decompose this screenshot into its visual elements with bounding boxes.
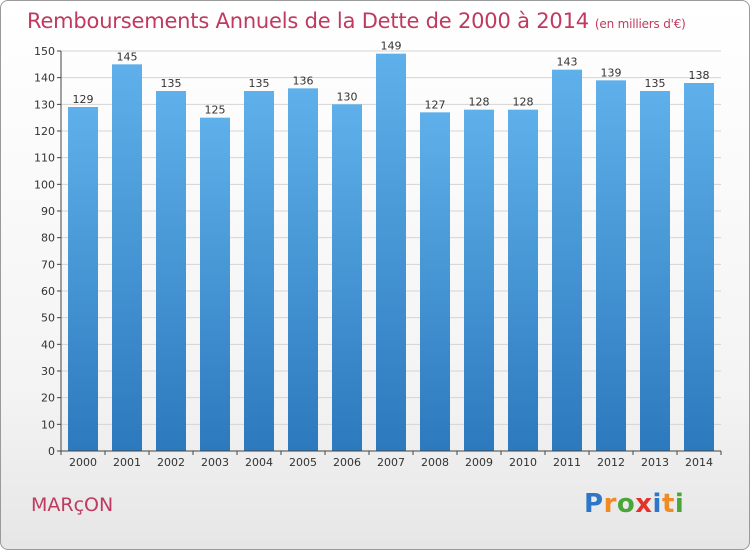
- x-tick-label-2011: 2011: [553, 456, 581, 469]
- y-tick-label: 130: [34, 98, 55, 111]
- x-tick-label-2001: 2001: [113, 456, 141, 469]
- bar-2005: [288, 88, 318, 451]
- data-label-2012: 139: [601, 66, 622, 79]
- bar-2007: [376, 53, 406, 452]
- x-tick-label-2010: 2010: [509, 456, 537, 469]
- data-label-2002: 135: [161, 77, 182, 90]
- x-tick-label-2006: 2006: [333, 456, 361, 469]
- chart-title: Remboursements Annuels de la Dette de 20…: [27, 9, 686, 33]
- y-tick-label: 30: [41, 365, 55, 378]
- y-tick-label: 20: [41, 392, 55, 405]
- y-tick-label: 100: [34, 178, 55, 191]
- y-tick-label: 150: [34, 45, 55, 58]
- bar-2002: [156, 91, 186, 451]
- data-label-2005: 136: [293, 74, 314, 87]
- axes: 0 10 20 30 40 50 60 70 80 90 100 110 120 130 140 150 200…: [34, 45, 722, 469]
- bar-2001: [112, 64, 142, 452]
- data-label-2007: 149: [381, 40, 402, 53]
- bar-2006: [332, 104, 362, 451]
- logo-letter: r: [603, 489, 617, 519]
- x-tick-label-2004: 2004: [245, 456, 273, 469]
- y-tick-label: 120: [34, 125, 55, 138]
- bar-2011: [552, 69, 582, 452]
- x-tick-label-2003: 2003: [201, 456, 229, 469]
- chart-title-text: Remboursements Annuels de la Dette de 20…: [27, 9, 589, 33]
- x-tick-label-2013: 2013: [641, 456, 669, 469]
- bar-2014: [684, 83, 714, 451]
- data-label-2008: 127: [425, 98, 446, 111]
- bar-2008: [420, 112, 450, 451]
- bar-2004: [244, 91, 274, 451]
- x-tick-label-2000: 2000: [69, 456, 97, 469]
- y-tick-label: 40: [41, 338, 55, 351]
- x-tick-label-2014: 2014: [685, 456, 713, 469]
- data-label-2011: 143: [557, 56, 578, 69]
- bars: 129 145 135 125 135 136 130 149 127 128 128 143 139 1…: [68, 40, 714, 452]
- x-tick-label-2007: 2007: [377, 456, 405, 469]
- data-label-2010: 128: [513, 96, 534, 109]
- y-tick-label: 90: [41, 205, 55, 218]
- x-tick-label-2005: 2005: [289, 456, 317, 469]
- bar-2003: [200, 117, 230, 452]
- data-label-2006: 130: [337, 90, 358, 103]
- x-tick-label-2012: 2012: [597, 456, 625, 469]
- y-tick-label: 140: [34, 72, 55, 85]
- y-tick-label: 0: [48, 445, 55, 458]
- bar-2012: [596, 80, 626, 451]
- logo-letter: o: [616, 489, 636, 519]
- y-tick-label: 10: [41, 418, 55, 431]
- data-label-2003: 125: [205, 104, 226, 117]
- data-label-2004: 135: [249, 77, 270, 90]
- logo-letter: x: [635, 489, 653, 519]
- data-label-2013: 135: [645, 77, 666, 90]
- unit-label: (en milliers d'€): [594, 17, 686, 31]
- x-tick-label-2009: 2009: [465, 456, 493, 469]
- bar-2010: [508, 109, 538, 452]
- y-tick-label: 50: [41, 312, 55, 325]
- logo-letter: i: [652, 489, 662, 519]
- x-tick-label-2002: 2002: [157, 456, 185, 469]
- x-tick-label-2008: 2008: [421, 456, 449, 469]
- y-tick-label: 80: [41, 232, 55, 245]
- logo-letter: i: [674, 489, 685, 519]
- y-tick-label: 110: [34, 152, 55, 165]
- bar-2013: [640, 91, 670, 451]
- proxiti-logo: Proxiti: [584, 489, 684, 519]
- y-tick-label: 60: [41, 285, 55, 298]
- data-label-2001: 145: [117, 50, 138, 63]
- logo-letter: P: [584, 489, 604, 519]
- data-label-2014: 138: [689, 69, 710, 82]
- location-name: MARçON: [31, 494, 114, 516]
- bar-2009: [464, 109, 494, 452]
- y-tick-label: 70: [41, 258, 55, 271]
- data-label-2000: 129: [73, 93, 94, 106]
- bar-2000: [68, 107, 98, 451]
- logo-letter: t: [661, 489, 675, 519]
- data-label-2009: 128: [469, 96, 490, 109]
